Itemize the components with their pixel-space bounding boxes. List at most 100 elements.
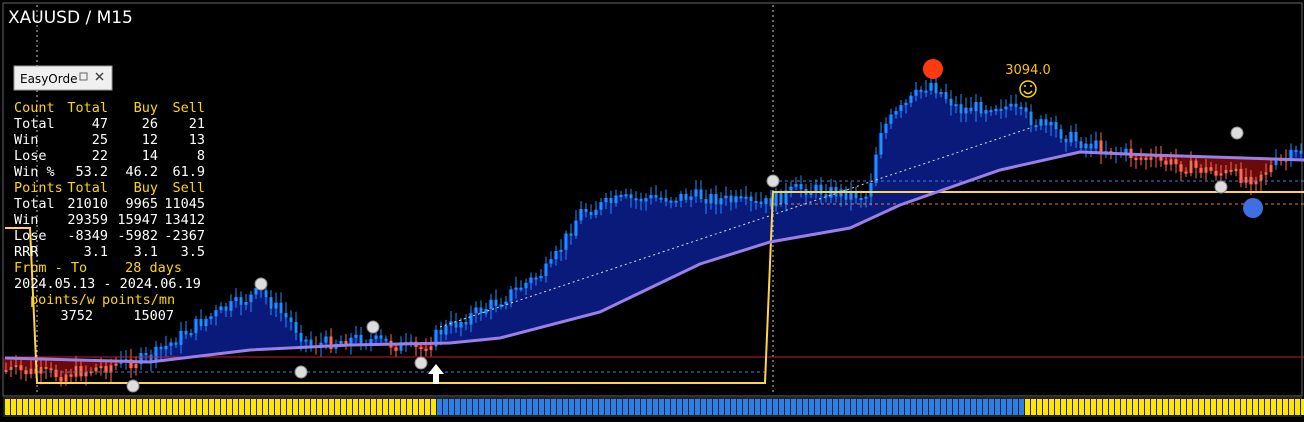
trend-band bbox=[1233, 157, 1239, 169]
signal-cell bbox=[1145, 399, 1150, 415]
easyorder-panel[interactable]: EasyOrde bbox=[13, 65, 113, 91]
candle-body bbox=[109, 365, 113, 373]
candle-body bbox=[974, 101, 978, 112]
candle-body bbox=[734, 196, 738, 203]
signal-cell bbox=[725, 399, 730, 415]
candle-body bbox=[1184, 171, 1188, 174]
candle-body bbox=[494, 299, 498, 306]
restore-icon[interactable] bbox=[79, 72, 88, 81]
signal-cell bbox=[653, 399, 658, 415]
candle-body bbox=[529, 277, 533, 283]
stat-cell: 13412 bbox=[164, 212, 205, 228]
signal-cell bbox=[287, 399, 292, 415]
signal-cell bbox=[851, 399, 856, 415]
trend-band bbox=[623, 194, 629, 300]
candle-body bbox=[1044, 119, 1048, 126]
candle-body bbox=[1244, 176, 1248, 183]
stat-cell: Total bbox=[14, 116, 55, 132]
candle-body bbox=[874, 154, 878, 184]
trend-band bbox=[663, 201, 669, 281]
stat-cell: 21010 bbox=[67, 196, 108, 212]
stat-cell: Win bbox=[14, 212, 38, 228]
signal-dot bbox=[1214, 180, 1228, 194]
trend-band bbox=[1033, 125, 1039, 162]
signal-cell bbox=[65, 399, 70, 415]
candle-body bbox=[709, 194, 713, 204]
candle-body bbox=[879, 133, 883, 155]
trend-band bbox=[1028, 125, 1034, 164]
trend-band bbox=[1043, 125, 1049, 160]
candle-body bbox=[794, 184, 798, 187]
candle-body bbox=[94, 367, 98, 372]
trend-band bbox=[23, 358, 29, 375]
trend-band bbox=[503, 301, 509, 337]
trend-band bbox=[748, 200, 754, 248]
signal-cell bbox=[1103, 399, 1108, 415]
trend-band bbox=[728, 202, 734, 255]
candle-body bbox=[484, 309, 488, 314]
close-icon[interactable] bbox=[95, 72, 104, 81]
candle-body bbox=[809, 191, 813, 195]
trend-band bbox=[208, 316, 214, 355]
signal-cell bbox=[1001, 399, 1006, 415]
panel-tab[interactable] bbox=[13, 65, 113, 91]
trend-band bbox=[588, 214, 594, 315]
trend-band bbox=[578, 209, 584, 317]
trend-band bbox=[478, 313, 484, 340]
signal-cell bbox=[197, 399, 202, 415]
signal-cell bbox=[449, 399, 454, 415]
trend-band bbox=[903, 102, 909, 203]
trend-band bbox=[583, 212, 589, 316]
signal-cell bbox=[1133, 399, 1138, 415]
stat-cell: Count bbox=[14, 100, 55, 116]
trend-band bbox=[538, 276, 544, 328]
stat-cell: 3.1 bbox=[134, 244, 158, 260]
trend-band bbox=[933, 93, 939, 193]
candle-body bbox=[1264, 172, 1268, 175]
candle-body bbox=[824, 194, 828, 198]
signal-cell bbox=[695, 399, 700, 415]
signal-cell bbox=[305, 399, 310, 415]
signal-cell bbox=[947, 399, 952, 415]
signal-cell bbox=[563, 399, 568, 415]
signal-cell bbox=[923, 399, 928, 415]
candle-body bbox=[1014, 103, 1018, 107]
signal-cell bbox=[341, 399, 346, 415]
candle-body bbox=[1164, 160, 1168, 165]
candle-body bbox=[1159, 155, 1163, 161]
trend-band bbox=[293, 332, 299, 348]
candle-body bbox=[934, 82, 938, 94]
candle-body bbox=[214, 310, 218, 317]
candle-body bbox=[1149, 157, 1153, 160]
signal-cell bbox=[119, 399, 124, 415]
signal-cell bbox=[863, 399, 868, 415]
candle-body bbox=[844, 189, 848, 200]
trend-band bbox=[973, 101, 979, 179]
stat-cell: 8 bbox=[197, 148, 205, 164]
candle-body bbox=[1174, 159, 1178, 165]
candle-body bbox=[554, 251, 558, 260]
trend-band bbox=[633, 198, 639, 295]
trend-band bbox=[928, 82, 934, 195]
trend-band bbox=[878, 133, 884, 214]
signal-cell bbox=[905, 399, 910, 415]
signal-dot bbox=[366, 320, 380, 334]
stat-cell: Sell bbox=[172, 180, 205, 196]
candle-body bbox=[499, 304, 503, 307]
signal-cell bbox=[299, 399, 304, 415]
signal-cell bbox=[1019, 399, 1024, 415]
candle-body bbox=[69, 374, 73, 377]
candle-body bbox=[224, 306, 228, 311]
candle-body bbox=[14, 365, 18, 368]
signal-cell bbox=[797, 399, 802, 415]
candle-body bbox=[1079, 141, 1083, 149]
signal-cell bbox=[179, 399, 184, 415]
trend-band bbox=[788, 186, 794, 239]
trend-band bbox=[708, 194, 714, 261]
signal-cell bbox=[1037, 399, 1042, 415]
signal-cell bbox=[215, 399, 220, 415]
signal-cell bbox=[509, 399, 514, 415]
signal-cell bbox=[605, 399, 610, 415]
candle-body bbox=[379, 335, 383, 339]
signal-cell bbox=[1235, 399, 1240, 415]
